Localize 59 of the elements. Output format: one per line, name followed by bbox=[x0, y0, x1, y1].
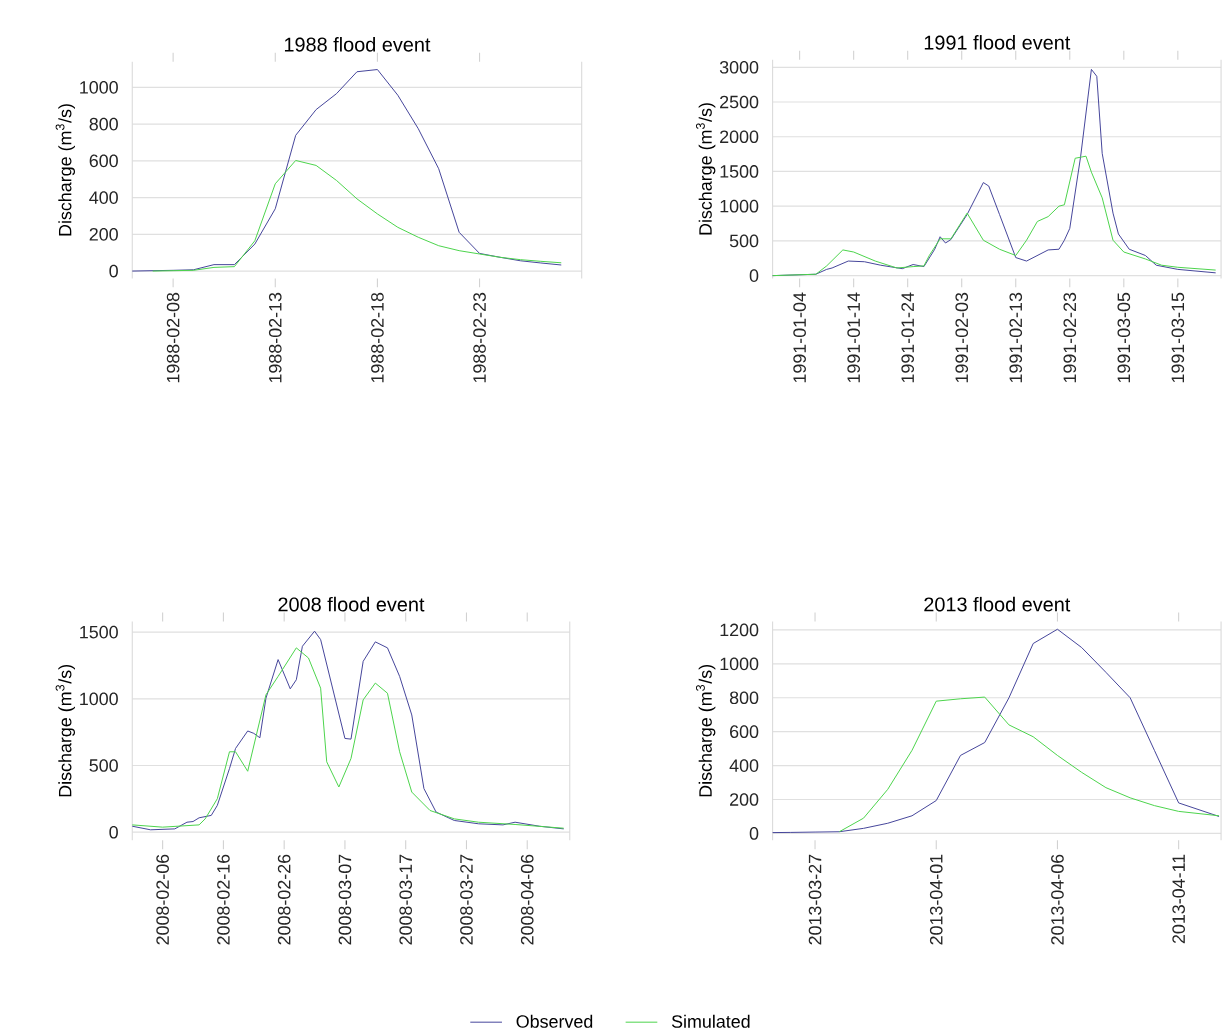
x-tick-label: 1991-03-05 bbox=[1117, 292, 1131, 383]
y-tick-label: 1000 bbox=[720, 657, 759, 671]
x-tick-label: 1988-02-13 bbox=[268, 292, 282, 383]
line-series bbox=[838, 696, 1220, 833]
y-tick-label: 2500 bbox=[720, 95, 759, 109]
x-tick-label: 1988-02-08 bbox=[166, 292, 180, 383]
x-tick-label: 1991-03-15 bbox=[1171, 292, 1185, 383]
y-tick-label: 1200 bbox=[720, 623, 759, 637]
y-axis-title: Discharge (m$^{3}$/s) bbox=[695, 664, 716, 797]
x-tick-label: 2008-03-07 bbox=[338, 854, 352, 945]
y-tick-label: 200 bbox=[730, 793, 759, 806]
y-tick-label: 600 bbox=[730, 725, 759, 738]
chart-title: 2013 flood event bbox=[924, 596, 1071, 612]
y-tick-label: 500 bbox=[89, 759, 118, 772]
y-tick-label: 400 bbox=[89, 191, 118, 204]
y-axis-title: Discharge (m$^{3}$/s) bbox=[55, 664, 76, 797]
x-tick-label: 1991-02-23 bbox=[1063, 292, 1077, 383]
y-tick-label: 1500 bbox=[80, 625, 118, 639]
x-tick-label: 1988-02-18 bbox=[371, 292, 384, 383]
x-tick-label: 1991-02-13 bbox=[1009, 292, 1023, 383]
y-tick-label: 0 bbox=[109, 825, 118, 839]
y-tick-label: 0 bbox=[749, 269, 759, 282]
x-tick-label: 2008-04-06 bbox=[520, 854, 534, 945]
y-tick-label: 200 bbox=[89, 227, 118, 241]
x-tick-label: 2008-02-16 bbox=[217, 854, 230, 945]
y-tick-label: 600 bbox=[89, 154, 118, 168]
x-tick-label: 2008-02-06 bbox=[156, 854, 169, 945]
y-tick-label: 400 bbox=[729, 759, 759, 772]
x-tick-label: 1991-01-14 bbox=[847, 292, 860, 383]
x-tick-label: 2008-03-17 bbox=[399, 854, 413, 945]
x-tick-label: 1988-02-23 bbox=[473, 292, 486, 383]
y-tick-label: 1000 bbox=[80, 692, 118, 706]
legend-label: Observed bbox=[516, 1014, 593, 1028]
y-tick-label: 2000 bbox=[720, 130, 759, 144]
y-tick-label: 1500 bbox=[720, 165, 759, 178]
x-tick-label: 1991-01-04 bbox=[793, 292, 806, 383]
x-tick-label: 1991-02-03 bbox=[955, 292, 969, 383]
legend-label: Simulated bbox=[671, 1014, 750, 1028]
chart-title: 2008 flood event bbox=[278, 596, 425, 612]
y-tick-label: 1000 bbox=[80, 80, 118, 94]
chart-title: 1991 flood event bbox=[924, 35, 1071, 50]
y-tick-label: 0 bbox=[109, 264, 118, 278]
x-tick-label: 2008-03-27 bbox=[460, 854, 473, 945]
y-tick-label: 800 bbox=[89, 117, 118, 131]
line-series bbox=[772, 155, 1217, 277]
x-tick-label: 2013-04-01 bbox=[929, 854, 943, 945]
x-tick-label: 1991-01-24 bbox=[901, 292, 915, 383]
y-tick-label: 1000 bbox=[720, 199, 759, 213]
x-tick-label: 2013-04-11 bbox=[1172, 854, 1185, 944]
chart-title: 1988 flood event bbox=[284, 37, 431, 52]
y-tick-label: 800 bbox=[729, 691, 759, 705]
y-tick-label: 3000 bbox=[719, 60, 759, 74]
x-tick-label: 2008-02-26 bbox=[277, 854, 291, 945]
x-tick-label: 2013-04-06 bbox=[1051, 854, 1064, 945]
y-axis-title: Discharge (m$^{3}$/s) bbox=[695, 103, 716, 235]
x-tick-label: 2013-03-27 bbox=[808, 854, 822, 945]
y-tick-label: 500 bbox=[729, 234, 759, 248]
y-axis-title: Discharge (m$^{3}$/s) bbox=[55, 104, 76, 236]
y-tick-label: 0 bbox=[749, 827, 759, 840]
